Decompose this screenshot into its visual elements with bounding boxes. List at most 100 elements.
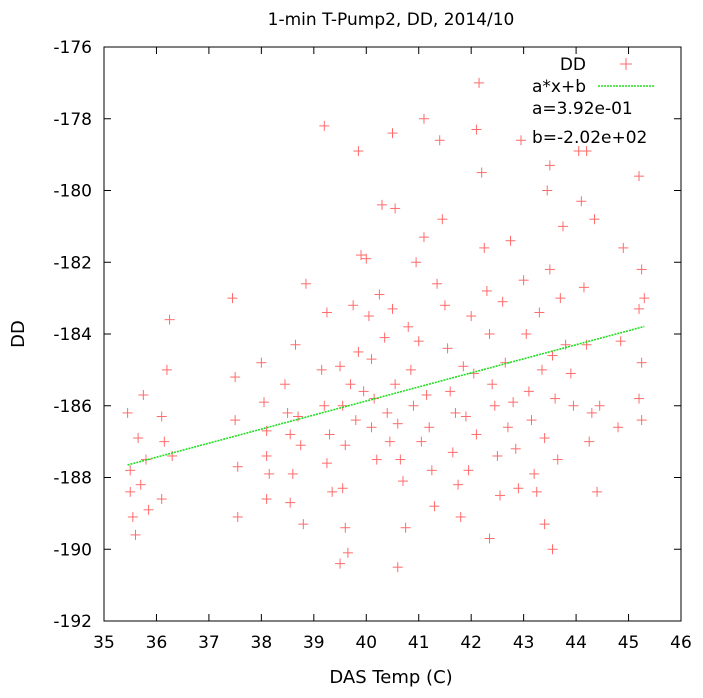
data-point	[258, 397, 269, 408]
data-point	[581, 146, 592, 157]
y-tick-label: -180	[53, 182, 92, 202]
data-point	[261, 425, 272, 436]
data-point	[300, 278, 311, 289]
data-point	[636, 264, 647, 275]
data-point	[156, 411, 167, 422]
data-point	[321, 307, 332, 318]
data-point	[634, 171, 645, 182]
data-point	[395, 454, 406, 465]
x-tick-label: 36	[146, 633, 168, 653]
data-point	[161, 364, 172, 375]
data-point	[342, 547, 353, 558]
data-point	[135, 479, 146, 490]
data-point	[418, 232, 429, 243]
data-point	[497, 296, 508, 307]
data-point	[127, 511, 138, 522]
x-tick-label: 41	[408, 633, 430, 653]
data-point	[550, 393, 561, 404]
data-point	[421, 389, 432, 400]
data-point	[471, 124, 482, 135]
x-tick-label: 35	[93, 633, 115, 653]
data-point	[555, 293, 566, 304]
data-point	[350, 415, 361, 426]
data-point	[508, 397, 519, 408]
data-point	[453, 479, 464, 490]
data-point	[122, 407, 133, 418]
data-point	[471, 429, 482, 440]
data-point	[125, 486, 136, 497]
data-point	[639, 293, 650, 304]
y-tick-label: -182	[53, 253, 92, 273]
x-tick-label: 45	[618, 633, 640, 653]
y-tick-label: -186	[53, 397, 92, 417]
data-point	[518, 275, 529, 286]
data-point	[227, 293, 238, 304]
data-point	[366, 354, 377, 365]
data-point	[125, 465, 136, 476]
data-point	[429, 501, 440, 512]
data-point	[516, 135, 527, 146]
y-tick-label: -188	[53, 469, 92, 489]
fit-line	[127, 325, 645, 466]
data-point	[476, 167, 487, 178]
data-point	[340, 522, 351, 533]
data-point	[319, 120, 330, 131]
data-point	[384, 436, 395, 447]
data-point	[510, 443, 521, 454]
data-point	[544, 160, 555, 171]
legend-plus-marker	[620, 58, 632, 70]
data-point	[586, 407, 597, 418]
data-point	[416, 436, 427, 447]
data-point	[413, 336, 424, 347]
data-point	[392, 562, 403, 573]
data-point	[594, 400, 605, 411]
data-point	[584, 436, 595, 447]
data-point	[138, 389, 149, 400]
data-point	[340, 440, 351, 451]
data-point	[576, 196, 587, 207]
data-point	[426, 465, 437, 476]
data-point	[282, 407, 293, 418]
data-point	[544, 264, 555, 275]
data-point	[539, 433, 550, 444]
data-point	[390, 379, 401, 390]
data-point	[316, 364, 327, 375]
data-point	[455, 511, 466, 522]
data-point	[615, 336, 626, 347]
data-point	[484, 533, 495, 544]
data-point	[434, 135, 445, 146]
data-point	[557, 221, 568, 232]
chart-title: 1-min T-Pump2, DD, 2014/10	[268, 10, 515, 30]
data-point	[321, 458, 332, 469]
data-point	[295, 440, 306, 451]
data-point	[345, 379, 356, 390]
data-point	[285, 429, 296, 440]
data-point	[445, 386, 456, 397]
data-point	[230, 415, 241, 426]
legend: DD a*x+b a=3.92e-01 b=-2.02e+02	[532, 55, 654, 148]
data-point	[636, 415, 647, 426]
data-point	[387, 128, 398, 139]
x-axis-ticks: 35 36 37 38 39 40 41 42 43 44 45 46	[93, 47, 692, 653]
data-point	[379, 332, 390, 343]
data-point	[400, 522, 411, 533]
data-point	[568, 400, 579, 411]
data-point	[377, 199, 388, 210]
data-point	[547, 544, 558, 555]
data-point	[439, 300, 450, 311]
y-tick-label: -184	[53, 325, 92, 345]
y-tick-label: -178	[53, 110, 92, 130]
data-point	[463, 465, 474, 476]
data-point	[293, 411, 304, 422]
data-point	[424, 422, 435, 433]
data-point	[361, 253, 372, 264]
data-point	[366, 422, 377, 433]
data-point	[232, 511, 243, 522]
dd-series	[122, 77, 650, 573]
data-point	[466, 311, 477, 322]
x-tick-label: 37	[198, 633, 220, 653]
data-point	[447, 447, 458, 458]
data-point	[156, 494, 167, 505]
data-point	[589, 214, 600, 225]
x-tick-label: 43	[513, 633, 535, 653]
